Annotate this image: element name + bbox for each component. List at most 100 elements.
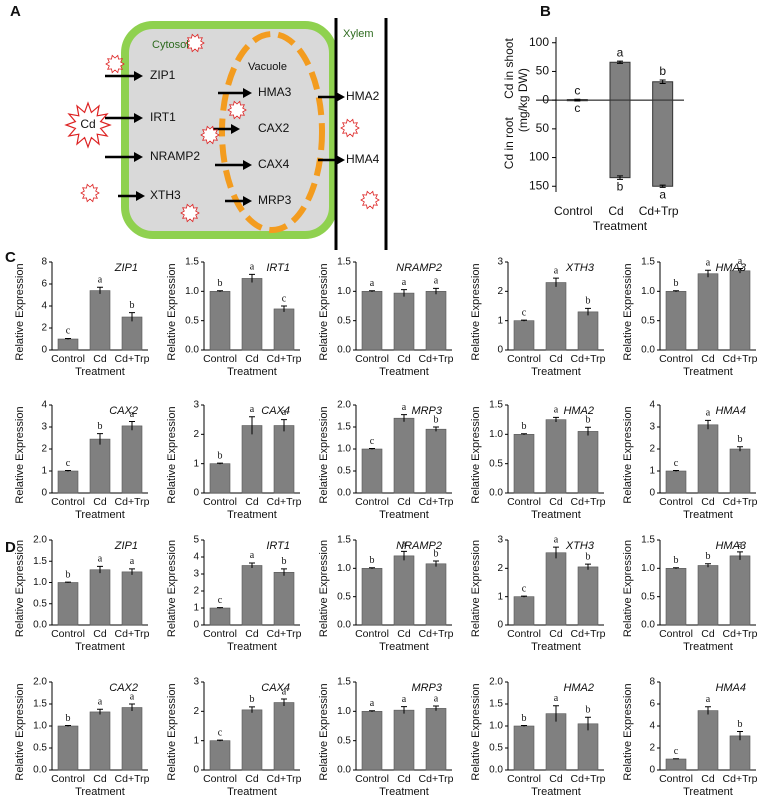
x-tick-label: Control <box>203 353 237 365</box>
error-bar <box>673 567 679 569</box>
arrow-head <box>134 113 143 123</box>
x-tick-label: Cd+Trp <box>267 773 302 785</box>
x-axis-label: Treatment <box>531 509 581 521</box>
chart-title: HMA4 <box>715 682 746 694</box>
x-tick-label: Cd <box>608 204 623 218</box>
y-tick-label: 0.0 <box>641 345 655 356</box>
error-bar <box>217 607 223 609</box>
significance-letter: c <box>574 83 580 97</box>
y-tick-label: 6 <box>649 699 655 710</box>
significance-letter: b <box>659 64 666 78</box>
bar <box>513 434 535 494</box>
error-bar <box>217 739 223 742</box>
y-axis-label: Relative Expression <box>622 540 634 637</box>
significance-letter: b <box>66 569 71 580</box>
y-tick-label: 8 <box>649 677 655 688</box>
significance-letter: a <box>370 698 375 709</box>
y-axis-label: Cd in shoot <box>502 38 516 99</box>
bar <box>545 419 567 494</box>
y-tick-label: 5 <box>193 535 199 546</box>
significance-letter: c <box>218 595 223 606</box>
x-tick-label: Cd+Trp <box>267 353 302 365</box>
y-tick-label: 0.5 <box>641 591 655 602</box>
y-tick-label: 0 <box>497 620 503 631</box>
significance-letter: b <box>674 278 679 289</box>
cd-ion <box>180 203 200 223</box>
significance-letter: a <box>250 550 255 561</box>
bar <box>89 438 111 494</box>
x-tick-label: Cd+Trp <box>115 628 150 640</box>
x-tick-label: Cd <box>549 773 563 785</box>
error-bar <box>737 267 743 274</box>
chart-title: IRT1 <box>266 262 290 274</box>
x-tick-label: Control <box>51 353 85 365</box>
bar <box>57 582 79 626</box>
x-axis-label: Treatment <box>379 509 429 521</box>
significance-letter: b <box>522 713 527 724</box>
arrow-head <box>336 92 345 102</box>
bar <box>513 320 535 351</box>
significance-letter: b <box>586 704 591 715</box>
y-tick-label: 1 <box>41 466 47 477</box>
error-bar <box>737 731 743 741</box>
y-axis-label: Relative Expression <box>470 406 482 503</box>
significance-letter: b <box>218 278 223 289</box>
significance-letter: a <box>98 275 103 286</box>
y-axis-label: Relative Expression <box>14 263 26 360</box>
x-axis-label: Treatment <box>227 786 277 798</box>
significance-letter: a <box>738 256 743 267</box>
transporter: HMA2 <box>346 89 380 103</box>
x-tick-label: Cd <box>93 628 107 640</box>
cytosol-label: Cytosol <box>152 39 189 51</box>
x-axis-label: Treatment <box>75 786 125 798</box>
error-bar <box>433 705 439 711</box>
cd-ion <box>340 118 360 138</box>
bar <box>425 291 447 351</box>
transporter: IRT1 <box>150 110 176 124</box>
cd-ion <box>185 33 205 53</box>
y-tick-label: 0.0 <box>337 765 351 776</box>
x-axis-label: Treatment <box>227 641 277 653</box>
chart-title: HMA2 <box>563 682 594 694</box>
bar <box>513 596 535 626</box>
y-axis-label: Relative Expression <box>166 406 178 503</box>
y-tick-label: 3 <box>497 535 503 546</box>
y-tick-label: 3 <box>193 569 199 580</box>
y-tick-label: 1.0 <box>337 444 351 455</box>
bar <box>121 707 143 771</box>
error-bar <box>705 563 711 568</box>
x-tick-label: Cd <box>93 353 107 365</box>
significance-letter: a <box>617 45 624 59</box>
error-bar <box>737 551 743 560</box>
y-axis-label: Relative Expression <box>166 683 178 780</box>
significance-letter: b <box>434 414 439 425</box>
y-tick-label: 100 <box>529 150 549 164</box>
significance-letter: a <box>659 188 666 202</box>
arrow-head <box>336 155 345 165</box>
significance-letter: b <box>617 180 624 194</box>
y-tick-label: 1.5 <box>337 422 351 433</box>
significance-letter: a <box>402 402 407 413</box>
y-axis-label: Relative Expression <box>318 263 330 360</box>
bar <box>57 470 79 494</box>
y-tick-label: 1.5 <box>337 677 351 688</box>
y-tick-label: 1.5 <box>185 257 199 268</box>
y-tick-label: 2 <box>41 444 47 455</box>
arrow-head <box>134 71 143 81</box>
y-axis-label: Relative Expression <box>318 540 330 637</box>
bar <box>209 291 231 351</box>
error-bar <box>97 433 103 445</box>
bar <box>393 709 415 771</box>
chart-title: ZIP1 <box>114 540 138 552</box>
x-tick-label: Cd <box>701 773 715 785</box>
y-tick-label: 0.5 <box>33 743 47 754</box>
y-tick-label: 2.0 <box>33 535 47 546</box>
significance-letter: b <box>250 694 255 705</box>
y-tick-label: 1.0 <box>185 286 199 297</box>
y-tick-label: 0.0 <box>489 765 503 776</box>
error-bar <box>369 448 375 450</box>
bar <box>273 425 295 494</box>
significance-letter: a <box>98 697 103 708</box>
y-tick-label: 1 <box>193 458 199 469</box>
